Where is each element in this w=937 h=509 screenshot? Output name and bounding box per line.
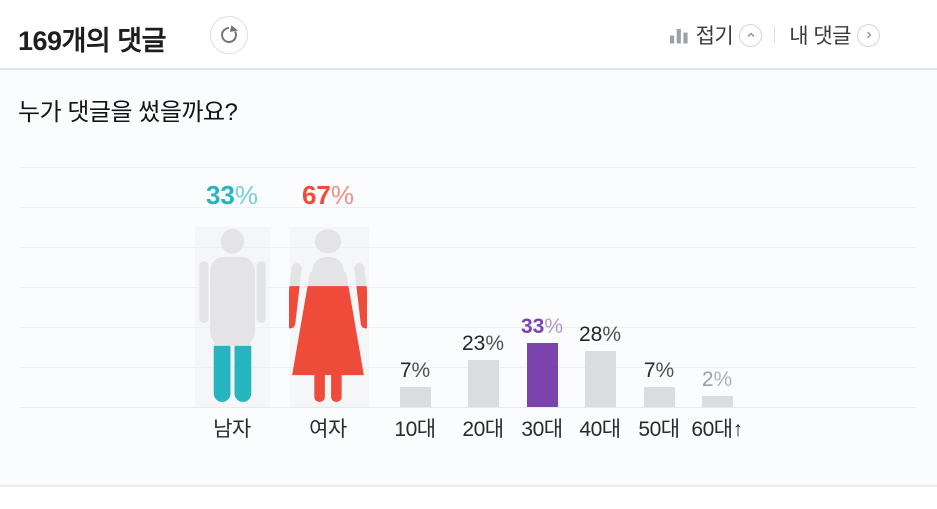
gridline [20, 207, 916, 208]
collapse-label: 접기 [695, 25, 734, 48]
age-percent: 28% [578, 323, 622, 346]
age-bar [584, 351, 616, 407]
age-bar [643, 387, 675, 407]
person-icon-female [285, 228, 371, 404]
age-percent: 23% [461, 332, 505, 355]
age-percent: 7% [643, 359, 675, 382]
my-comments-label: 내 댓글 [789, 25, 851, 48]
age-label: 50대 [638, 418, 680, 441]
graph-section: 누가 댓글을 썼을까요? 33% 남자 67% 여자 7% 10대 23% 20대 33% 30… [0, 70, 937, 487]
age-bar [701, 396, 733, 407]
comment-count: 169 [18, 26, 62, 56]
comment-header: 169개의 댓글 접기 [0, 0, 937, 70]
gridline [20, 247, 916, 248]
age-percent: 2% [701, 368, 733, 391]
age-label: 40대 [579, 418, 621, 441]
gender-percent-male: 33% [205, 180, 259, 210]
age-bar [399, 387, 431, 407]
my-comments-button[interactable]: 내 댓글 [789, 20, 880, 50]
age-label: 60대↑ [691, 418, 743, 441]
gridline [20, 407, 916, 408]
refresh-button[interactable] [210, 16, 248, 54]
gender-label-male: 남자 [213, 418, 251, 441]
age-bar [526, 343, 558, 407]
header-actions: 접기 내 댓글 [669, 0, 880, 70]
bar-chart-icon [669, 26, 689, 44]
collapse-button[interactable]: 접기 [669, 20, 763, 50]
age-percent: 33% [520, 315, 564, 338]
age-label: 20대 [462, 418, 504, 441]
chevron-right-icon [857, 23, 880, 47]
gridline [20, 167, 916, 168]
gridline [20, 327, 916, 328]
gridline [20, 287, 916, 288]
age-label: 10대 [394, 418, 436, 441]
graph-title: 누가 댓글을 썼을까요? [18, 99, 238, 126]
header-divider [774, 27, 776, 43]
person-icon-male [198, 228, 266, 404]
chevron-up-icon [739, 23, 763, 47]
age-label: 30대 [521, 418, 563, 441]
comment-count-title: 169개의 댓글 [18, 19, 166, 58]
age-bar [467, 360, 499, 407]
gender-percent-female: 67% [301, 180, 355, 210]
age-percent: 7% [399, 359, 431, 382]
gender-label-female: 여자 [309, 418, 347, 441]
comment-count-suffix: 개의 댓글 [61, 26, 167, 56]
refresh-icon [218, 24, 240, 46]
